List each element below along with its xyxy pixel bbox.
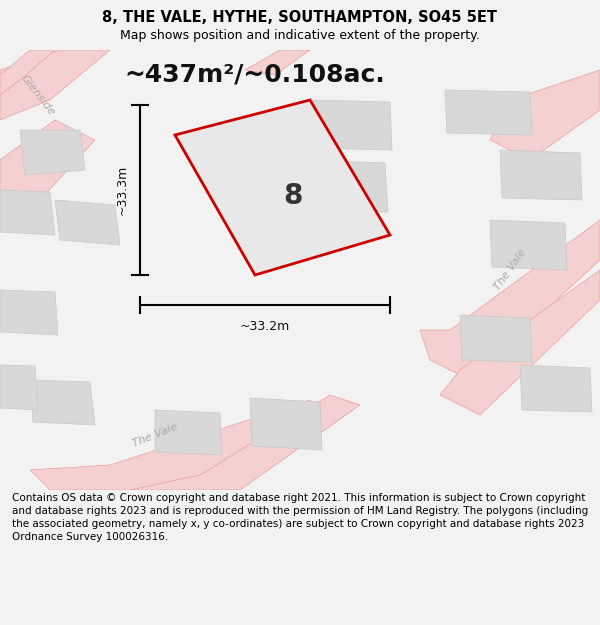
Polygon shape [0, 120, 95, 200]
Polygon shape [30, 380, 95, 425]
Text: Glenside: Glenside [19, 72, 57, 118]
Polygon shape [440, 270, 600, 415]
Polygon shape [490, 220, 567, 270]
Polygon shape [30, 400, 330, 490]
Polygon shape [460, 315, 532, 362]
Polygon shape [305, 160, 388, 212]
Polygon shape [245, 50, 310, 75]
Text: ~33.2m: ~33.2m [240, 321, 290, 334]
Polygon shape [0, 50, 110, 120]
Text: The Vale: The Vale [131, 421, 179, 449]
Polygon shape [130, 395, 360, 490]
Polygon shape [520, 365, 592, 412]
Polygon shape [20, 130, 85, 175]
Polygon shape [420, 220, 600, 380]
Polygon shape [445, 90, 532, 135]
Text: Map shows position and indicative extent of the property.: Map shows position and indicative extent… [120, 29, 480, 42]
Polygon shape [0, 50, 55, 95]
Text: 8, THE VALE, HYTHE, SOUTHAMPTON, SO45 5ET: 8, THE VALE, HYTHE, SOUTHAMPTON, SO45 5E… [103, 10, 497, 25]
Text: ~33.3m: ~33.3m [115, 165, 128, 215]
Text: 8: 8 [283, 182, 302, 210]
Polygon shape [490, 70, 600, 160]
Polygon shape [0, 365, 38, 410]
Polygon shape [175, 100, 390, 275]
Text: The Vale: The Vale [492, 248, 528, 292]
Polygon shape [310, 100, 392, 150]
Text: ~437m²/~0.108ac.: ~437m²/~0.108ac. [125, 63, 385, 87]
Polygon shape [0, 190, 55, 235]
Polygon shape [0, 290, 58, 335]
Polygon shape [500, 150, 582, 200]
Text: Contains OS data © Crown copyright and database right 2021. This information is : Contains OS data © Crown copyright and d… [12, 492, 588, 542]
Polygon shape [250, 398, 322, 450]
Polygon shape [155, 410, 222, 455]
Polygon shape [55, 200, 120, 245]
